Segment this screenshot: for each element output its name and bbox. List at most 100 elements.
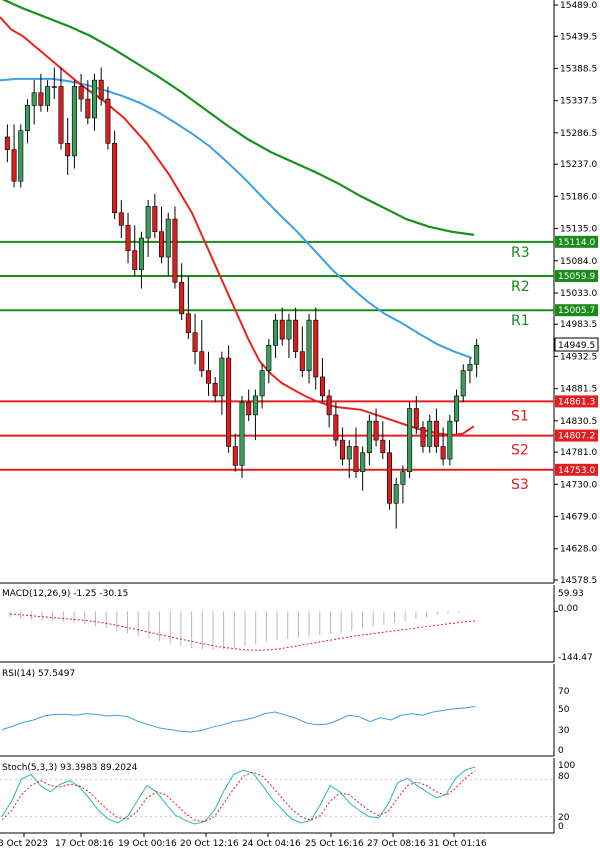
candle bbox=[306, 313, 312, 384]
ma-slow-line bbox=[1, 0, 475, 236]
candle-body bbox=[11, 149, 17, 182]
level-value-label: 15005.7 bbox=[558, 306, 595, 316]
price-tick-label: 14730.0 bbox=[560, 480, 597, 490]
candle bbox=[454, 389, 460, 434]
moving-averages bbox=[0, 0, 475, 437]
candle-body bbox=[460, 370, 466, 397]
price-tick-label: 14881.5 bbox=[560, 385, 597, 395]
candle-body bbox=[45, 86, 51, 106]
price-tick-label: 14983.5 bbox=[560, 320, 597, 330]
candle-body bbox=[467, 364, 473, 371]
candle-body bbox=[420, 427, 426, 447]
candle bbox=[259, 364, 265, 409]
candle-body bbox=[340, 439, 346, 460]
candle-body bbox=[85, 98, 91, 119]
candle-body bbox=[279, 319, 285, 340]
ma-fast-line bbox=[0, 16, 475, 437]
level-value-box bbox=[555, 304, 598, 317]
candle-body bbox=[239, 401, 245, 466]
time-tick-label: 17 Oct 08:16 bbox=[55, 839, 114, 849]
candle-body bbox=[353, 446, 359, 472]
candle-body bbox=[118, 212, 124, 226]
candle bbox=[340, 427, 346, 466]
candle-body bbox=[152, 206, 158, 233]
last-price-marker: 14949.5 bbox=[554, 337, 599, 352]
price-tick-label: 15489.0 bbox=[560, 1, 597, 11]
rsi-axis-70: 70 bbox=[558, 687, 570, 697]
stoch-axis-20: 20 bbox=[558, 813, 570, 823]
candle-body bbox=[360, 452, 366, 472]
candle-body bbox=[293, 319, 299, 353]
candle-body bbox=[433, 420, 439, 447]
rsi-axis-30: 30 bbox=[558, 726, 570, 736]
price-tick-label: 15388.5 bbox=[560, 64, 597, 74]
candle bbox=[199, 320, 205, 377]
level-value-box bbox=[555, 429, 598, 442]
price-tick-label: 15033.0 bbox=[560, 289, 597, 299]
candle bbox=[145, 200, 151, 257]
level-name-r1: R1 bbox=[511, 313, 530, 329]
candle bbox=[239, 395, 245, 479]
candle bbox=[105, 86, 111, 150]
rsi-axis-0: 0 bbox=[558, 746, 564, 756]
level-value-label: 15114.0 bbox=[558, 238, 595, 248]
candle-body bbox=[58, 86, 64, 144]
candle-body bbox=[165, 218, 171, 258]
candle bbox=[132, 225, 138, 276]
candle-body bbox=[172, 218, 178, 283]
candle bbox=[71, 80, 77, 169]
candle-body bbox=[105, 98, 111, 144]
level-value-box bbox=[555, 235, 598, 248]
candle-body bbox=[185, 313, 191, 334]
rsi-axis-50: 50 bbox=[558, 705, 570, 715]
time-axis: 3 Oct 2023 17 Oct 08:16 19 Oct 00:16 20 Oct… bbox=[0, 833, 487, 849]
level-value-label: 14807.2 bbox=[558, 432, 595, 442]
candle-body bbox=[212, 382, 218, 397]
candle-body bbox=[273, 319, 279, 346]
stoch-axis-0: 0 bbox=[558, 822, 564, 832]
candle bbox=[286, 313, 292, 359]
candle-body bbox=[326, 395, 332, 416]
candle bbox=[360, 446, 366, 491]
macd-axis-zero: 0.00 bbox=[558, 604, 578, 614]
candlestick-series bbox=[4, 67, 480, 529]
candle-body bbox=[393, 484, 399, 504]
candle-body bbox=[92, 79, 98, 119]
candle-body bbox=[4, 136, 10, 150]
level-name-r3: R3 bbox=[511, 245, 530, 261]
candle bbox=[319, 358, 325, 403]
candle-body bbox=[138, 237, 144, 270]
last-price-box bbox=[554, 337, 599, 352]
price-tick-label: 14781.0 bbox=[560, 448, 597, 458]
macd-label: MACD(12,26,9) -1.25 -30.15 bbox=[2, 589, 128, 599]
candle bbox=[219, 351, 225, 415]
ma-mid-line bbox=[0, 77, 473, 359]
candle bbox=[58, 67, 64, 150]
candle bbox=[273, 313, 279, 359]
price-tick-label: 15286.5 bbox=[560, 129, 597, 139]
candle-body bbox=[400, 471, 406, 485]
candle bbox=[38, 73, 44, 112]
candle bbox=[179, 263, 185, 321]
stochastic-panel: Stoch(5,3,3) 93.3983 89.2024 100 80 20 0 bbox=[0, 758, 575, 834]
pivot-levels: R3 15114.0 R2 15059.9 R1 15005.7 S1 14861.3 S2 14… bbox=[0, 235, 598, 493]
candle bbox=[246, 389, 252, 422]
price-tick-label: 15337.5 bbox=[560, 97, 597, 107]
candle bbox=[85, 80, 91, 125]
level-value-box bbox=[555, 269, 598, 282]
candle bbox=[353, 427, 359, 479]
candle bbox=[185, 275, 191, 340]
level-name-s1: S1 bbox=[511, 408, 529, 424]
candle bbox=[212, 376, 218, 403]
candle bbox=[447, 414, 453, 466]
candle bbox=[78, 73, 84, 112]
candle bbox=[427, 414, 433, 453]
level-name-s3: S3 bbox=[511, 477, 529, 493]
rsi-line bbox=[1, 705, 476, 733]
candle-body bbox=[112, 143, 118, 214]
price-tick-label: 14830.5 bbox=[560, 417, 597, 427]
candle-body bbox=[226, 357, 232, 447]
candle bbox=[159, 206, 165, 264]
candle-body bbox=[159, 231, 165, 258]
price-tick-label: 15237.0 bbox=[560, 160, 597, 170]
